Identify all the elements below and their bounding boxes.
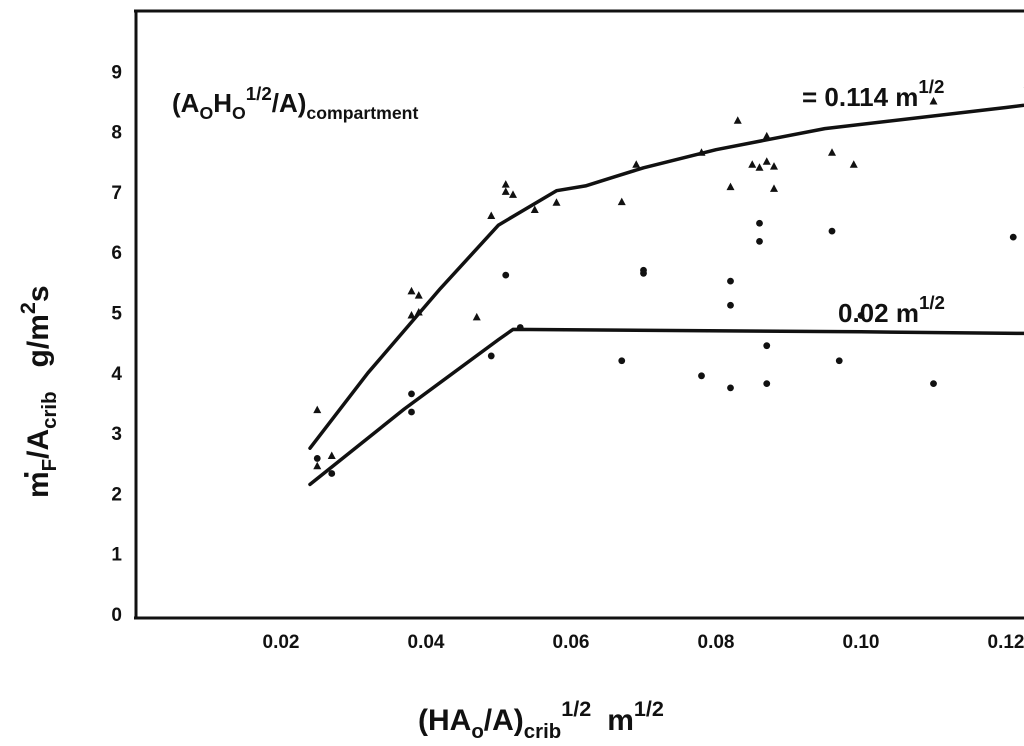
- triangle-point: [407, 286, 416, 295]
- triangle-point: [828, 148, 836, 156]
- circle-point: [502, 271, 510, 279]
- circle-point: [828, 227, 836, 235]
- upper-curve-label: (AOHO1/2/A)compartment: [172, 83, 418, 123]
- triangle-point: [313, 405, 322, 414]
- triangle-point: [617, 197, 626, 206]
- circle-point: [857, 312, 865, 319]
- x-tick-label: 0.10: [843, 632, 880, 653]
- x-tick-label: 0.12: [988, 632, 1024, 653]
- circle-point: [763, 342, 771, 350]
- circle-point: [313, 455, 321, 462]
- y-tick-label: 8: [111, 123, 122, 144]
- triangle-point: [733, 116, 742, 124]
- triangle-point: [770, 162, 778, 170]
- triangle-point: [762, 131, 771, 140]
- circle-point: [930, 380, 937, 388]
- y-tick-label: 9: [111, 62, 122, 83]
- triangle-point: [849, 160, 858, 168]
- y-tick-label: 7: [111, 183, 122, 204]
- circle-point: [640, 269, 647, 277]
- circle-point: [487, 352, 495, 360]
- y-axis-ticks: 0 1 2 3 4 5 6 7 8 9: [111, 62, 122, 626]
- x-tick-label: 0.08: [698, 632, 735, 653]
- triangle-point: [552, 198, 561, 206]
- triangle-point: [313, 461, 322, 470]
- x-tick-label: 0.06: [553, 632, 590, 653]
- y-tick-label: 4: [111, 364, 122, 385]
- triangle-point: [509, 190, 517, 198]
- triangle-point: [770, 184, 778, 192]
- y-tick-label: 1: [111, 545, 122, 566]
- fit-line-3: [308, 327, 1024, 487]
- triangle-point: [748, 160, 757, 168]
- series-layer: [308, 87, 1024, 487]
- circle-point: [727, 277, 734, 285]
- y-tick-label: 3: [111, 424, 122, 445]
- y-tick-label: 0: [111, 605, 122, 626]
- triangle-point: [414, 291, 423, 299]
- triangle-point: [632, 160, 641, 168]
- circle-point: [835, 357, 843, 365]
- circle-point: [408, 408, 415, 416]
- circle-point: [727, 384, 734, 392]
- circle-point: [756, 237, 763, 245]
- fit-line-2: [308, 103, 1024, 450]
- triangle-point: [762, 157, 771, 165]
- circle-point: [618, 357, 626, 365]
- y-tick-label: 2: [111, 484, 122, 505]
- circle-point: [328, 470, 336, 477]
- circle-point: [698, 372, 705, 380]
- circle-point: [763, 380, 771, 388]
- circle-point: [1009, 233, 1017, 241]
- circle-point: [727, 301, 734, 309]
- upper-curve-value: = 0.114 m1/2: [802, 76, 944, 112]
- lower-curve-label: 0.02 m1/2: [838, 292, 945, 328]
- triangle-point: [530, 205, 539, 213]
- y-tick-label: 6: [111, 243, 122, 264]
- plot-frame: [134, 9, 1024, 620]
- circle-point: [408, 390, 415, 398]
- y-axis-label-dot: ·: [10, 469, 43, 479]
- triangle-point: [327, 451, 336, 460]
- triangle-point: [407, 311, 416, 319]
- x-axis-ticks: 0.020.040.060.080.100.120.140.160.18: [263, 632, 1024, 653]
- circle-point: [756, 219, 763, 227]
- triangle-point: [929, 96, 938, 105]
- y-tick-label: 5: [111, 304, 122, 325]
- triangle-point: [726, 182, 735, 191]
- x-axis-label: (HAo/A)crib1/2 m1/2: [418, 696, 664, 743]
- triangle-point: [472, 312, 481, 321]
- triangle-point: [501, 187, 510, 195]
- x-tick-label: 0.02: [263, 632, 300, 653]
- y-axis-label: mF/Acribg/m2s: [15, 285, 61, 498]
- triangle-point: [755, 163, 764, 171]
- triangle-point: [487, 211, 496, 220]
- x-tick-label: 0.04: [408, 632, 445, 653]
- triangle-point: [501, 180, 510, 188]
